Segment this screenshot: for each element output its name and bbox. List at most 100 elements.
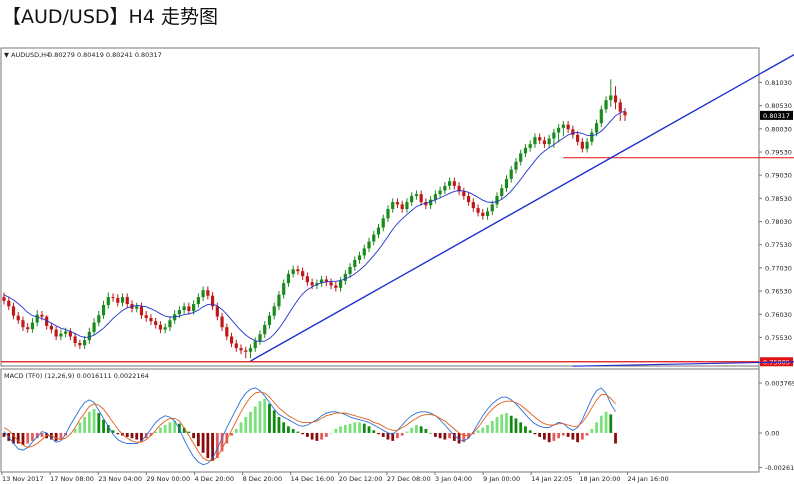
macd-histogram-bar [296, 431, 300, 433]
candle-body [210, 295, 215, 307]
macd-histogram-bar [381, 432, 385, 437]
macd-histogram-bar [462, 432, 466, 443]
time-tick-label: 14 Dec 16:00 [291, 475, 335, 483]
candle-body [286, 273, 291, 284]
candle-body [177, 310, 181, 315]
candle-body [139, 306, 144, 316]
candle-body [348, 266, 352, 274]
candle-body [599, 109, 603, 124]
candle-body [324, 279, 328, 283]
macd-histogram-bar [514, 418, 518, 433]
macd-histogram-bar [102, 419, 105, 433]
candle-body [35, 314, 39, 323]
symbol-dropdown-icon[interactable]: ▼ [4, 51, 9, 59]
macd-histogram-bar [301, 432, 305, 435]
lower-trend-line [572, 361, 794, 367]
candle-body [613, 95, 618, 103]
macd-histogram-bar [16, 432, 20, 444]
time-axis: 13 Nov 2017 17 Nov 08:00 23 Nov 04:00 29 No… [1, 472, 669, 483]
candle-body [533, 137, 537, 145]
macd-tick-label: 0.00 [765, 429, 779, 437]
candle-body [301, 271, 305, 277]
macd-histogram-bar [239, 422, 243, 433]
candle-body [481, 212, 485, 216]
candle-body [538, 137, 542, 141]
candle-body [144, 315, 148, 318]
candle-body [54, 329, 58, 337]
candle-body [367, 241, 371, 249]
price-panel-frame [0, 47, 760, 367]
candle-body [343, 273, 347, 281]
candle-body [92, 322, 96, 332]
macd-histogram-bar [557, 432, 561, 439]
candle-body [462, 191, 466, 197]
macd-histogram-bar [580, 432, 584, 440]
candle-body [45, 316, 49, 326]
candle-body [26, 327, 30, 330]
macd-histogram-bar [154, 431, 158, 433]
candle-body [225, 327, 229, 337]
macd-histogram-bar [253, 406, 257, 433]
macd-histogram-bar [500, 414, 504, 433]
macd-histogram-bar [130, 432, 134, 439]
macd-label: MACD (TF0) (12,26,9) 0.0016111 0.0022164 [4, 372, 149, 380]
candle-body [452, 181, 456, 186]
price-tick-label: 0.78030 [765, 218, 792, 226]
macd-histogram-bar [2, 432, 6, 437]
candle-body [443, 185, 447, 191]
macd-histogram-bar [159, 427, 162, 433]
price-tick-label: 0.76530 [765, 288, 792, 296]
candle-body [519, 153, 523, 162]
macd-histogram-bar [448, 432, 452, 439]
candle-body [82, 340, 87, 346]
macd-histogram-bar [111, 430, 115, 433]
candle-body [604, 100, 608, 110]
macd-histogram-bar [215, 432, 219, 459]
macd-tick-label: 0.003769 [765, 380, 794, 388]
macd-histogram-bar [415, 425, 418, 433]
time-tick-label: 20 Dec 12:00 [339, 475, 383, 483]
macd-histogram-bar [585, 432, 589, 436]
time-tick-label: 14 Jan 22:05 [531, 475, 572, 483]
candle-body [433, 194, 437, 200]
candle-body [248, 348, 253, 352]
candle-body [400, 204, 404, 210]
macd-histogram-bar [405, 431, 409, 433]
candle-body [78, 342, 82, 346]
macd-histogram-bar [263, 398, 267, 433]
macd-histogram-bar [476, 430, 480, 433]
candle-body [158, 324, 163, 330]
macd-histogram-bar [78, 422, 82, 433]
candle-body [391, 202, 395, 210]
macd-histogram-bar [400, 432, 404, 436]
candle-body [135, 306, 139, 309]
candle-body [438, 190, 442, 195]
last-price-tag [760, 110, 793, 120]
macd-histogram-bar [287, 426, 290, 433]
macd-histogram-bar [173, 421, 177, 433]
candle-body [618, 102, 622, 112]
macd-histogram-bar [68, 432, 72, 434]
time-tick-label: 24 Jan 16:00 [627, 475, 668, 483]
candle-body [575, 134, 580, 142]
candle-body [419, 194, 423, 203]
macd-histogram-bar [509, 415, 513, 433]
price-tick-label: 0.79030 [765, 172, 792, 180]
macd-histogram-bar [348, 423, 352, 433]
candlesticks [2, 79, 627, 359]
macd-histogram-bar [87, 411, 91, 433]
time-tick-label: 18 Jan 20:00 [579, 475, 620, 483]
macd-histogram-bar [324, 432, 328, 437]
macd-histogram-bar [561, 432, 565, 436]
candle-body [168, 320, 172, 328]
candle-body [87, 331, 91, 341]
price-tick-label: 0.75530 [765, 334, 792, 342]
macd-histogram-bar [528, 430, 532, 433]
macd-histogram-bar [377, 432, 380, 435]
price-tick-label: 0.79530 [765, 149, 792, 157]
macd-histogram-bar [310, 432, 314, 440]
candle-body [253, 341, 257, 349]
candle-body [2, 297, 6, 301]
candle-body [566, 124, 570, 130]
macd-histogram-bar [116, 432, 120, 435]
